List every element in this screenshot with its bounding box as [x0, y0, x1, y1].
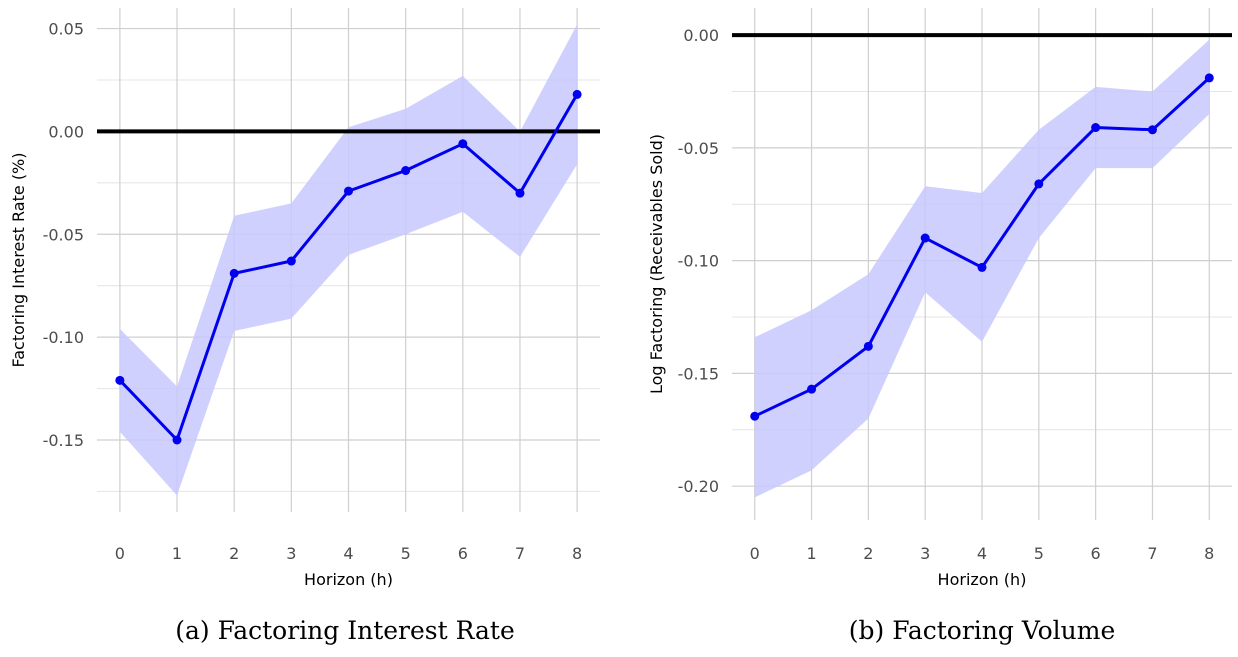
caption-b: (b) Factoring Volume — [848, 616, 1116, 645]
panel-b-data-point — [920, 233, 930, 243]
panel-b-data-point — [977, 262, 987, 272]
panel-b-x-tick-label: 8 — [1204, 544, 1214, 563]
panel-b-y-tick-label: -0.05 — [678, 139, 719, 158]
panel-a-data-point — [286, 256, 296, 266]
panel-b-y-axis-label: Log Factoring (Receivables Sold) — [647, 134, 666, 394]
panel-b-x-tick-label: 4 — [977, 544, 987, 563]
panel-a-data-point — [344, 186, 353, 196]
panel-a-x-tick-label: 8 — [572, 544, 582, 563]
caption-a: (a) Factoring Interest Rate — [175, 616, 515, 645]
panel-a-x-tick-label: 1 — [172, 544, 182, 563]
panel-b-y-tick-label: -0.20 — [678, 477, 719, 496]
panel-b-x-tick-label: 0 — [750, 544, 760, 563]
panel-a-data-point — [115, 375, 125, 385]
panel-b-data-point — [750, 411, 760, 421]
panel-a-x-axis-label: Horizon (h) — [304, 570, 393, 589]
panel-b-data-point — [1034, 179, 1044, 189]
panel-a-y-tick-label: 0.00 — [48, 122, 84, 141]
panel-a-data-point — [401, 166, 411, 176]
panel-b-data-point — [807, 384, 817, 394]
panel-b-data-point — [1147, 125, 1157, 135]
panel-a-data-point — [572, 89, 582, 99]
panel-a-x-tick-label: 4 — [343, 544, 353, 563]
panel-a-y-tick-label: 0.05 — [48, 20, 84, 39]
panel-a-x-tick-label: 3 — [286, 544, 296, 563]
panel-a-x-tick-label: 7 — [515, 544, 525, 563]
panel-b-x-tick-label: 1 — [806, 544, 816, 563]
panel-b-x-tick-label: 2 — [863, 544, 873, 563]
panel-a-data-point — [515, 188, 525, 198]
panel-b-data-point — [863, 341, 873, 351]
panel-b-y-tick-label: -0.10 — [678, 252, 719, 271]
panel-a-y-tick-label: -0.05 — [43, 225, 84, 244]
panel-a-data-point — [172, 435, 182, 445]
panel-b-x-tick-label: 3 — [920, 544, 930, 563]
panel-a-x-tick-label: 0 — [115, 544, 125, 563]
panel-b-data-point — [1091, 123, 1101, 133]
panel-b-y-tick-label: -0.15 — [678, 364, 719, 383]
panel-b-x-tick-label: 5 — [1034, 544, 1044, 563]
panel-a-y-axis-label: Factoring Interest Rate (%) — [9, 152, 28, 367]
panel-a-x-tick-label: 5 — [401, 544, 411, 563]
panel-b-data-point — [1204, 73, 1214, 83]
panel-b-y-tick-label: 0.00 — [683, 26, 719, 45]
panel-b-x-tick-label: 7 — [1147, 544, 1157, 563]
panel-a-data-point — [229, 268, 239, 278]
panel-a-y-tick-label: -0.15 — [43, 431, 84, 450]
panel-a-data-point — [458, 139, 468, 149]
panel-b-x-tick-label: 6 — [1091, 544, 1101, 563]
panel-a-x-tick-label: 6 — [458, 544, 468, 563]
panel-a-x-tick-label: 2 — [229, 544, 239, 563]
panel-b-x-axis-label: Horizon (h) — [938, 570, 1027, 589]
panel-a-y-tick-label: -0.10 — [43, 328, 84, 347]
